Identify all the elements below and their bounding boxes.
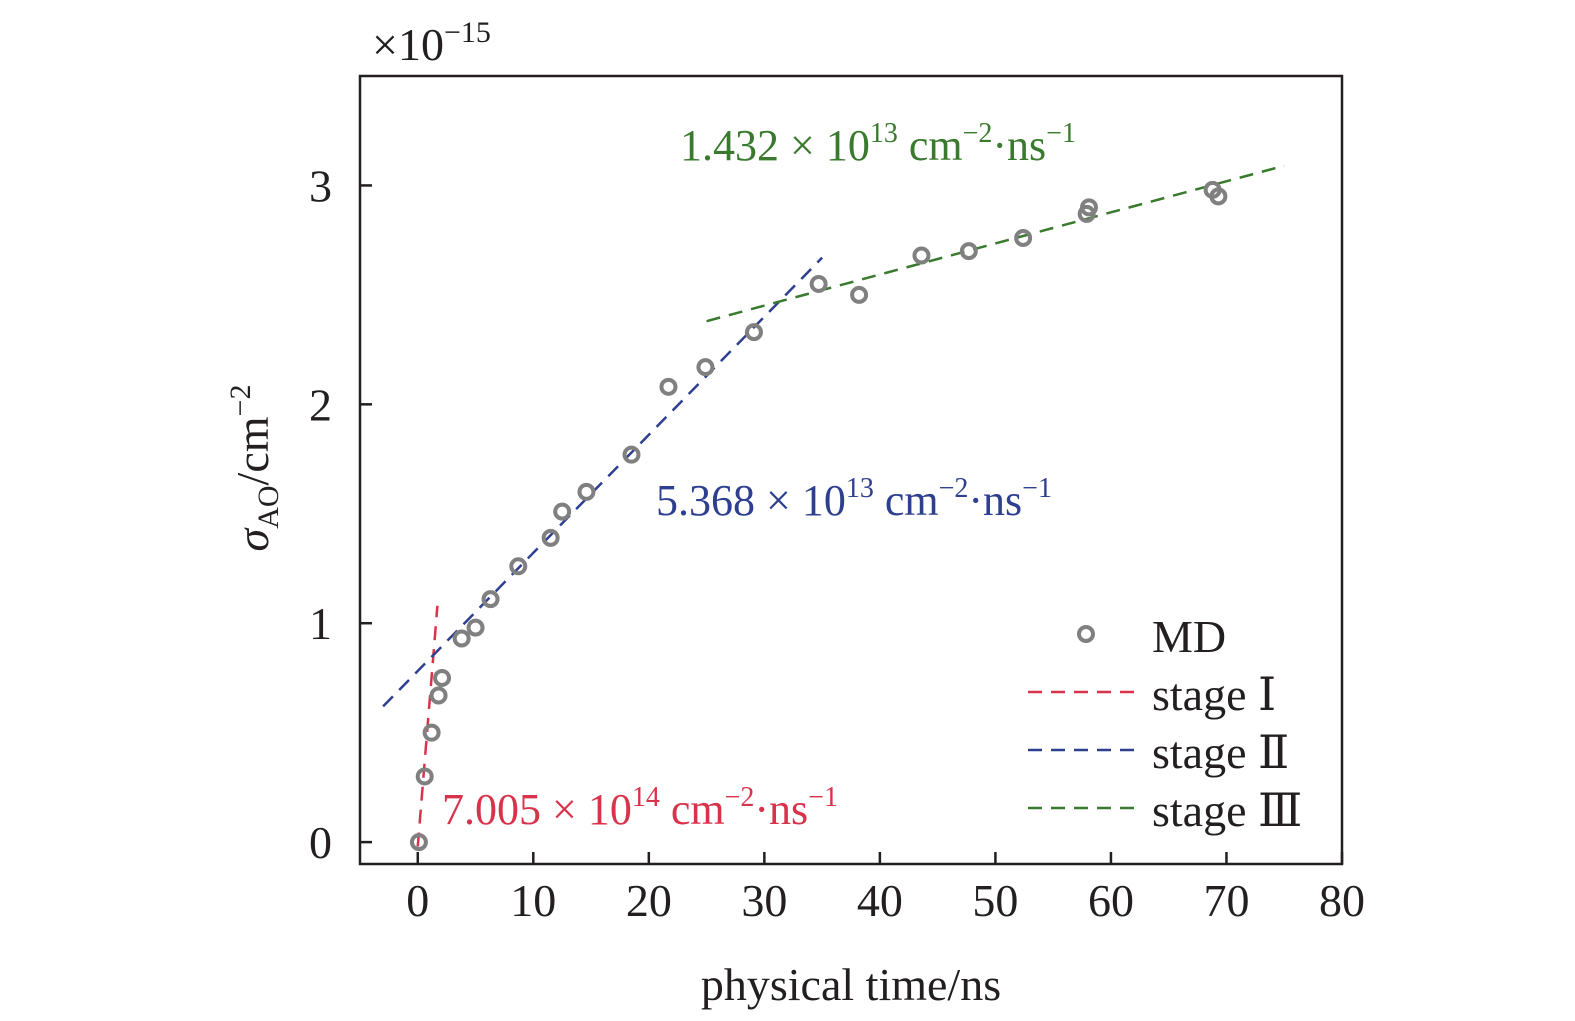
- x-axis-label: physical time/ns: [701, 959, 1001, 1010]
- y-multiplier: ×10−15: [372, 16, 491, 70]
- legend: MD stage Ⅰ stage Ⅱ stage Ⅲ: [1028, 611, 1302, 836]
- axis-ticks: 0 10 20 30 40 50 60 70 80 0 1 2 3: [309, 160, 1365, 926]
- stage-2-slope-annotation: 5.368 × 1013 cm−2·ns−1: [656, 473, 1052, 525]
- md-data-point: [850, 285, 869, 304]
- md-data-point: [409, 833, 428, 852]
- x-tick-label: 10: [510, 875, 556, 926]
- md-data-point: [622, 445, 641, 464]
- stage-3-slope-annotation: 1.432 × 1013 cm−2·ns−1: [680, 118, 1076, 170]
- md-data-point: [912, 246, 931, 265]
- md-data-point: [809, 274, 828, 293]
- plot-frame: [358, 74, 1344, 866]
- md-data-point: [659, 377, 678, 396]
- x-tick-label: 0: [406, 875, 429, 926]
- md-points: [409, 180, 1228, 852]
- md-data-point: [433, 668, 452, 687]
- legend-stage-1-label: stage Ⅰ: [1152, 669, 1276, 720]
- md-data-point: [959, 242, 978, 261]
- stage-3-fit-line: [706, 164, 1285, 323]
- x-tick-label: 30: [741, 875, 787, 926]
- y-tick-label: 3: [309, 160, 332, 211]
- stage-1-slope-annotation: 7.005 × 1014 cm−2·ns−1: [442, 782, 838, 834]
- y-tick-label: 0: [309, 817, 332, 868]
- legend-md-label: MD: [1152, 611, 1226, 662]
- md-data-point: [452, 629, 471, 648]
- md-data-point: [422, 723, 441, 742]
- md-data-point: [429, 686, 448, 705]
- md-data-point: [553, 502, 572, 521]
- y-tick-label: 2: [309, 379, 332, 430]
- md-data-point: [509, 557, 528, 576]
- legend-stage-3-label: stage Ⅲ: [1152, 785, 1302, 836]
- x-tick-label: 40: [857, 875, 903, 926]
- x-tick-label: 60: [1088, 875, 1134, 926]
- md-data-point: [744, 323, 763, 342]
- md-data-point: [1014, 228, 1033, 247]
- x-tick-label: 80: [1319, 875, 1365, 926]
- md-data-point: [481, 590, 500, 609]
- md-data-point: [1079, 198, 1098, 217]
- md-data-point: [415, 767, 434, 786]
- legend-stage-2-label: stage Ⅱ: [1152, 727, 1289, 778]
- md-data-point: [541, 528, 560, 547]
- md-data-point: [696, 358, 715, 377]
- x-tick-label: 50: [972, 875, 1018, 926]
- legend-md-marker: [1077, 625, 1095, 643]
- md-data-point: [577, 482, 596, 501]
- md-data-point: [466, 618, 485, 637]
- x-tick-label: 70: [1203, 875, 1249, 926]
- x-tick-label: 20: [626, 875, 672, 926]
- y-axis-label: σAO/cm−2: [224, 385, 285, 552]
- y-tick-label: 1: [309, 598, 332, 649]
- md-data-point: [1209, 187, 1228, 206]
